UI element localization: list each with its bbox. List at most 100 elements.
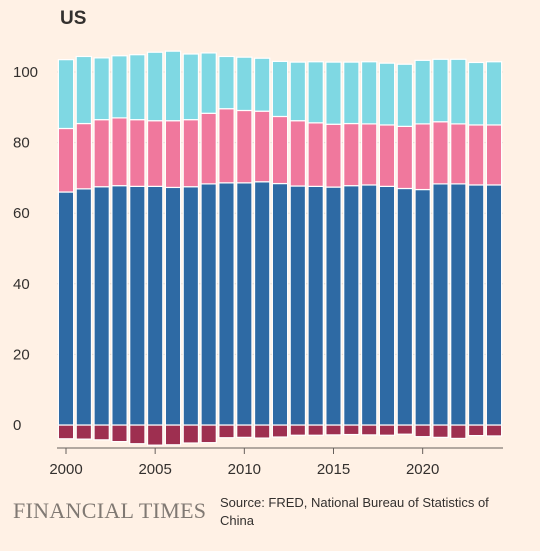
axes: 2000 2005 2010 2015 2020 <box>49 447 503 478</box>
bar-segment <box>129 119 146 187</box>
bar-segment <box>343 122 360 187</box>
bar-segment <box>467 424 485 437</box>
bar-segment <box>432 183 449 426</box>
bar-segment <box>236 56 253 112</box>
bar-segment <box>432 121 449 185</box>
bar-segment <box>75 55 93 125</box>
bar-segment <box>343 61 360 125</box>
bar-segment <box>485 424 503 437</box>
bar-segment <box>378 62 396 126</box>
bar-segment <box>271 182 289 426</box>
bar-segment <box>182 186 200 426</box>
x-tick-label: 2020 <box>406 461 439 478</box>
bar-segment <box>343 424 360 436</box>
bar-segment <box>307 185 324 426</box>
bar-segment <box>164 50 182 122</box>
bar-segment <box>253 57 271 112</box>
bar-segment <box>200 183 217 426</box>
bar-segment <box>57 59 75 130</box>
bar-segment <box>289 424 307 436</box>
bar-segment <box>200 112 217 185</box>
bar-segment <box>236 109 253 184</box>
bar-segment <box>325 186 342 426</box>
bar-segment <box>467 184 485 426</box>
bar-segment <box>414 123 431 191</box>
bar-segment <box>146 51 164 122</box>
bar-segment <box>164 186 182 426</box>
bar-segment <box>432 58 449 123</box>
bar-segment <box>75 188 93 426</box>
bar-segment <box>218 108 235 184</box>
bar-segment <box>396 187 414 426</box>
bar-segment <box>450 424 467 440</box>
bar-segment <box>467 61 485 126</box>
bar-segment <box>93 424 110 441</box>
bar-segment <box>111 185 128 426</box>
bar-segment <box>182 424 200 444</box>
x-tick-label: 2010 <box>228 461 261 478</box>
bar-segment <box>182 53 200 121</box>
bar-segment <box>289 185 307 426</box>
bars <box>57 50 503 446</box>
bar-segment <box>146 185 164 426</box>
bar-segment <box>93 186 110 426</box>
bar-segment <box>450 123 467 185</box>
bar-segment <box>396 424 414 435</box>
bar-segment <box>360 424 378 436</box>
bar-segment <box>129 185 146 426</box>
bar-segment <box>307 122 324 187</box>
bar-segment <box>57 127 75 193</box>
bar-segment <box>146 120 164 187</box>
x-tick-label: 2015 <box>317 461 350 478</box>
bar-segment <box>467 124 485 186</box>
bar-segment <box>57 424 75 440</box>
bar-segment <box>111 55 128 119</box>
bar-segment <box>164 424 182 446</box>
y-tick-label: 80 <box>13 135 30 152</box>
bar-segment <box>200 424 217 444</box>
bar-segment <box>414 59 431 125</box>
bar-segment <box>396 63 414 127</box>
bar-segment <box>360 123 378 186</box>
y-tick-label: 100 <box>13 64 38 81</box>
stacked-bar-chart: 0 20 40 60 80 100 2000 2005 2010 2015 2020 <box>13 50 503 478</box>
bar-segment <box>57 191 75 426</box>
bar-segment <box>129 424 146 445</box>
bar-segment <box>218 182 235 426</box>
bar-segment <box>164 120 182 189</box>
bar-segment <box>75 424 93 440</box>
bar-segment <box>325 123 342 188</box>
bar-segment <box>146 424 164 446</box>
bar-segment <box>289 61 307 122</box>
bar-segment <box>271 115 289 185</box>
bar-segment <box>182 119 200 188</box>
bar-segment <box>236 424 253 438</box>
bar-segment <box>218 55 235 110</box>
bar-segment <box>253 181 271 426</box>
bar-segment <box>253 424 271 439</box>
bar-segment <box>236 182 253 426</box>
bar-segment <box>378 124 396 187</box>
ft-logo: FINANCIAL TIMES <box>13 498 207 523</box>
bar-segment <box>271 60 289 118</box>
bar-segment <box>360 61 378 125</box>
bar-segment <box>485 61 503 126</box>
bar-segment <box>378 185 396 426</box>
bar-segment <box>200 52 217 114</box>
bar-segment <box>307 424 324 436</box>
bar-segment <box>111 117 128 187</box>
bar-segment <box>432 424 449 438</box>
bar-segment <box>450 58 467 125</box>
bar-segment <box>325 61 342 125</box>
y-tick-label: 60 <box>13 205 30 222</box>
x-tick-label: 2000 <box>49 461 82 478</box>
bar-segment <box>485 184 503 426</box>
bar-segment <box>450 183 467 426</box>
bar-segment <box>343 185 360 426</box>
bar-segment <box>414 424 431 438</box>
bar-segment <box>253 110 271 183</box>
bar-segment <box>485 124 503 186</box>
bar-segment <box>396 125 414 190</box>
bar-segment <box>93 57 110 121</box>
bar-segment <box>129 54 146 121</box>
